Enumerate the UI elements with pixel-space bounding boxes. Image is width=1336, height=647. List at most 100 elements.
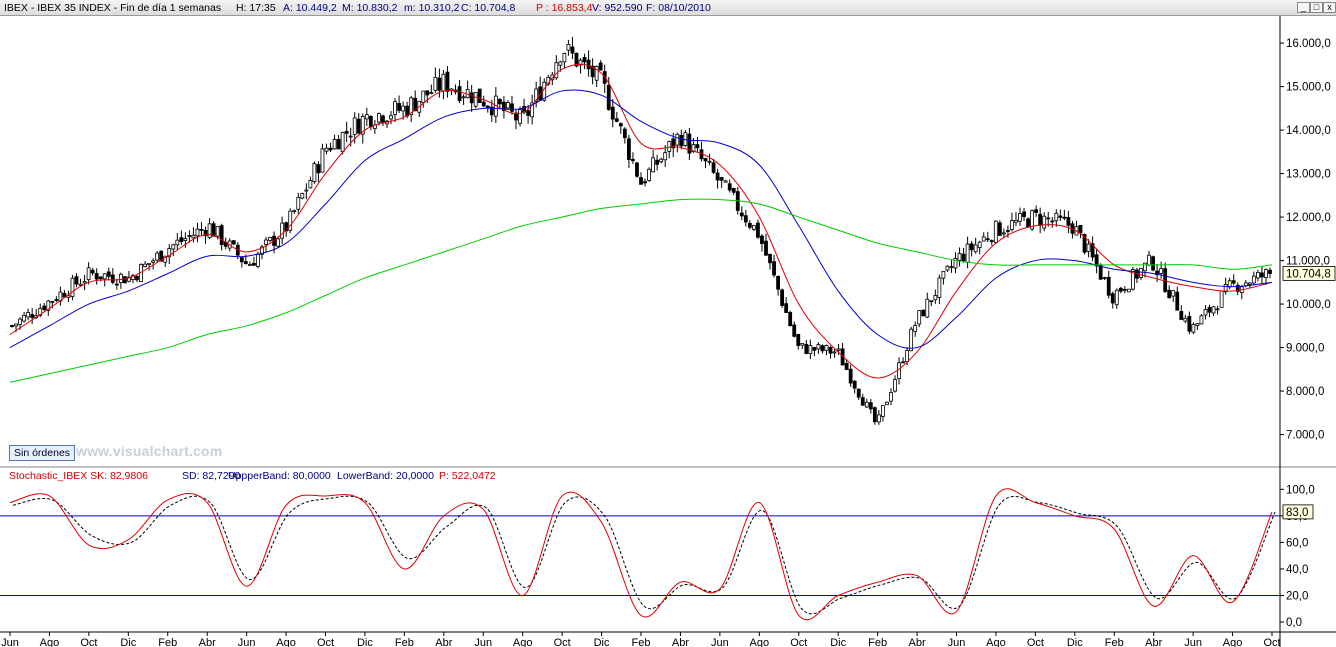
time-tick-label: Jun [1, 637, 19, 647]
chart-background [0, 16, 1336, 647]
candle-body [1247, 282, 1252, 285]
candle-body [917, 310, 922, 325]
maximize-button[interactable]: □ [1310, 2, 1323, 13]
candle-body [368, 115, 373, 128]
candle-body [183, 238, 188, 241]
candle-body [1022, 211, 1026, 218]
candle-body [38, 307, 43, 316]
time-tick-label: Oct [1027, 637, 1044, 647]
candle-body [344, 130, 349, 134]
candle-body [606, 84, 611, 110]
candle-body [985, 238, 990, 241]
title-bar: IBEX - IBEX 35 INDEX - Fin de día 1 sema… [0, 0, 1336, 16]
candle-body [1058, 215, 1063, 218]
candle-body [151, 260, 156, 263]
candle-body [514, 112, 518, 121]
header-item: H: 17:35 [236, 2, 276, 14]
time-tick-label: Dic [830, 637, 846, 647]
orders-button[interactable]: Sin órdenes [9, 445, 76, 461]
price-tick-label: 14.000,0 [1286, 125, 1331, 137]
candle-body [437, 77, 442, 91]
candle-body [1062, 216, 1067, 219]
candle-body [1122, 288, 1127, 291]
candle-body [268, 237, 272, 241]
candle-body [110, 274, 115, 283]
candle-body [723, 180, 728, 183]
candle-body [163, 255, 168, 263]
candle-body [590, 65, 595, 78]
candle-body [1235, 284, 1240, 292]
candle-body [1030, 210, 1035, 230]
candle-body [643, 181, 647, 184]
candle-body [86, 267, 91, 281]
candle-body [933, 295, 938, 301]
candle-body [147, 263, 151, 265]
candle-body [1050, 220, 1055, 223]
time-tick-label: Abr [435, 637, 452, 647]
time-tick-label: Oct [554, 637, 571, 647]
candle-body [598, 62, 603, 71]
candle-body [687, 133, 692, 154]
candle-body [953, 257, 958, 269]
price-tick-label: 7.000,0 [1286, 430, 1324, 442]
candle-body [913, 324, 918, 332]
candle-body [1179, 311, 1184, 320]
candle-body [1042, 215, 1047, 229]
stoch-tick-label: 40,0 [1286, 564, 1308, 576]
candle-body [711, 162, 716, 173]
candle-body [848, 368, 853, 384]
last-stoch-box [1282, 504, 1314, 520]
candle-body [260, 246, 264, 255]
candle-body [1131, 269, 1135, 290]
candle-body [675, 133, 680, 146]
candle-body [284, 222, 289, 232]
candle-body [756, 222, 760, 238]
candle-body [167, 248, 172, 258]
stoch-tick-label: 20,0 [1286, 590, 1308, 602]
candle-body [631, 159, 635, 162]
candle-body [143, 263, 147, 267]
candle-body [239, 257, 244, 263]
candle-body [812, 347, 817, 351]
candle-body [1199, 315, 1204, 325]
close-button[interactable]: x [1323, 2, 1336, 13]
candle-body [1231, 280, 1236, 284]
candle-body [622, 128, 627, 138]
candle-body [796, 334, 801, 346]
candle-body [614, 118, 619, 122]
candle-body [530, 102, 535, 118]
candle-body [1014, 219, 1018, 223]
candle-body [1223, 284, 1228, 293]
candle-body [627, 138, 631, 160]
candle-body [856, 388, 861, 398]
candle-body [340, 131, 345, 152]
candle-body [925, 298, 930, 318]
candle-body [772, 261, 776, 276]
candle-body [1183, 317, 1188, 322]
candle-body [582, 57, 587, 63]
minimize-button[interactable]: _ [1297, 2, 1310, 13]
candle-body [1147, 254, 1151, 266]
candle-body [336, 139, 341, 150]
stoch-tick-label: 100,0 [1286, 484, 1315, 496]
candle-body [969, 243, 974, 251]
candle-body [54, 299, 59, 301]
candle-body [659, 158, 664, 163]
candle-body [594, 65, 599, 81]
candle-body [1207, 306, 1212, 313]
time-tick-label: Feb [632, 637, 651, 647]
candle-body [1098, 264, 1103, 280]
candle-body [949, 266, 954, 269]
candle-body [973, 244, 978, 253]
time-tick-label: Dic [357, 637, 373, 647]
candle-body [489, 106, 494, 116]
time-tick-label: Feb [868, 637, 887, 647]
candle-body [122, 276, 127, 284]
candle-body [1086, 243, 1091, 252]
candle-body [1090, 243, 1095, 258]
candle-body [312, 163, 317, 182]
candle-body [256, 253, 260, 267]
candle-body [1046, 217, 1051, 220]
candle-body [929, 300, 934, 303]
candle-body [203, 229, 208, 237]
